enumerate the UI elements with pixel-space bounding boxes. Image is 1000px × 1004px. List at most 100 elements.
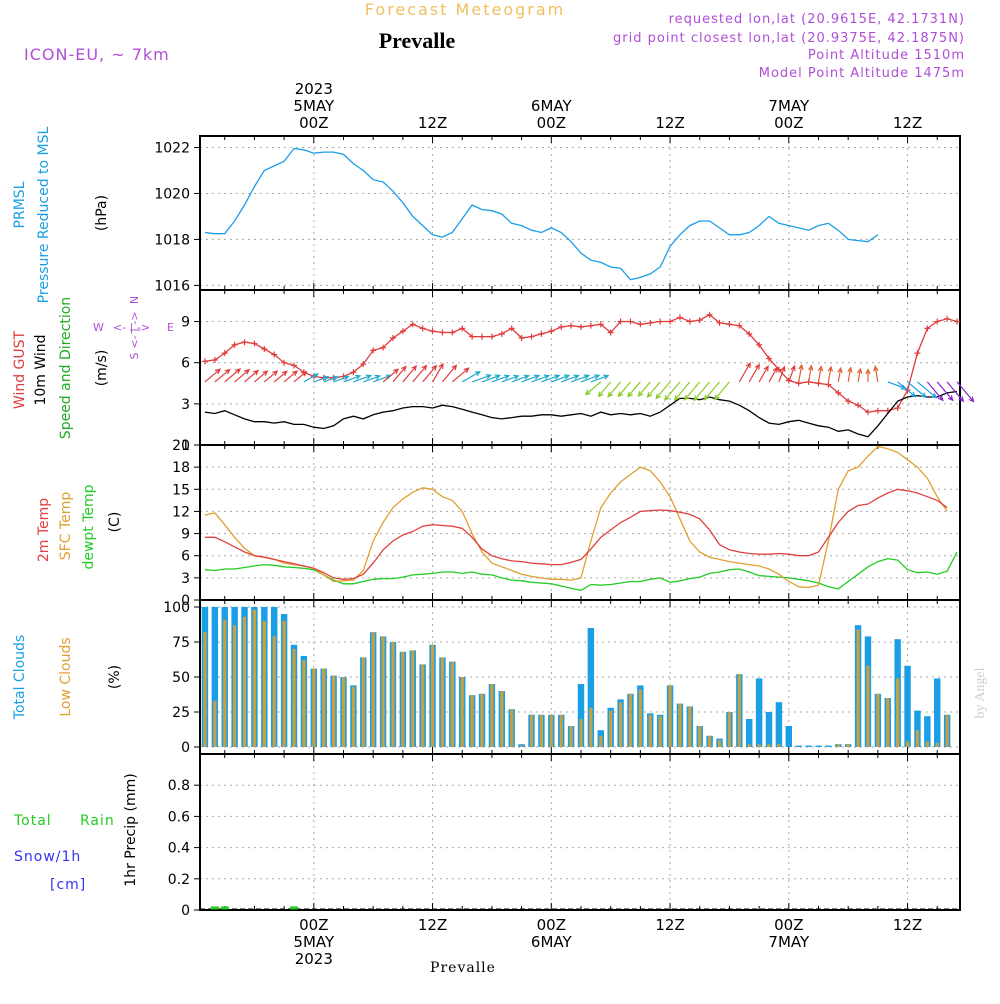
- y-tick-label: 0: [181, 438, 190, 454]
- watermark: by Angel: [973, 667, 988, 718]
- y-tick-label: 1016: [154, 278, 190, 294]
- time-label: 00Z: [537, 114, 566, 132]
- wind-arrow: [511, 374, 530, 383]
- gust-marker: [617, 318, 624, 325]
- gust-marker: [281, 359, 288, 366]
- wind-arrow: [580, 374, 601, 383]
- y-tick-label: 0: [181, 740, 190, 756]
- time-label: 2023: [295, 950, 333, 968]
- low-cloud-bar: [717, 740, 722, 747]
- wind-label: 10m Wind: [33, 334, 49, 405]
- total-cloud-bar: [805, 745, 812, 747]
- time-label: 2023: [295, 80, 333, 98]
- wind-arrow: [293, 370, 308, 383]
- gust-marker: [370, 347, 377, 354]
- gust-marker: [696, 317, 703, 324]
- wind-arrow: [521, 374, 541, 383]
- total-cloud-bar: [587, 628, 595, 747]
- gust-marker: [380, 344, 387, 351]
- gust-marker: [845, 398, 852, 405]
- wind-arrow: [837, 366, 843, 383]
- gust-marker: [736, 322, 743, 329]
- gust-marker: [211, 356, 218, 363]
- gust-marker: [548, 328, 555, 335]
- low-cloud-bar: [727, 712, 732, 747]
- low-cloud-bar: [450, 661, 454, 747]
- low-cloud-bar: [876, 693, 880, 747]
- low-cloud-bar: [351, 686, 355, 747]
- wind-arrow: [343, 374, 362, 383]
- time-label: 12Z: [893, 114, 922, 132]
- y-tick-label: 15: [172, 482, 190, 498]
- wind-arrow: [471, 374, 492, 383]
- time-label: 00Z: [299, 916, 328, 934]
- low-cloud-bar: [698, 726, 702, 747]
- dewpt-line: [204, 551, 958, 592]
- panel-precip: 0 0.2 0.4 0.6 0.8: [168, 753, 961, 919]
- low-cloud-bar: [886, 698, 890, 747]
- total-cloud-bar: [825, 745, 832, 747]
- wind-arrow: [768, 366, 778, 383]
- wind-arrow: [607, 381, 622, 398]
- compass-east: E: [167, 321, 174, 334]
- wind-arrow: [693, 381, 711, 402]
- low-cloud-bar: [381, 636, 385, 747]
- low-cloud-bar: [371, 632, 375, 747]
- temp-unit: (C): [107, 512, 123, 533]
- wind-arrow: [713, 381, 730, 401]
- pressure-unit: (hPa): [94, 195, 110, 231]
- panel-pressure: 1016 1018 1020 1022: [154, 135, 961, 294]
- rain-bar: [210, 906, 219, 910]
- gust-marker: [479, 333, 486, 340]
- y-tick-label: 18: [172, 460, 190, 476]
- gust-marker: [647, 319, 654, 326]
- wind-arrow: [560, 374, 580, 383]
- low-cloud-bar: [915, 730, 920, 747]
- time-label: 12Z: [655, 114, 684, 132]
- chart-title: Forecast Meteogram: [365, 0, 565, 19]
- gust-marker: [864, 409, 871, 416]
- wind-arrow: [412, 364, 428, 383]
- low-cloud-bar: [242, 616, 247, 747]
- gust-marker: [389, 335, 396, 342]
- gust-marker: [934, 318, 941, 325]
- wind-arrow: [541, 374, 561, 383]
- low-cloud-bar: [213, 700, 217, 747]
- t2m-line: [204, 488, 948, 580]
- gust-marker: [667, 318, 674, 325]
- y-tick-label: 6: [181, 549, 190, 565]
- time-label: 5MAY: [293, 933, 335, 951]
- rain-bar: [290, 906, 299, 910]
- total-cloud-bar: [577, 684, 585, 747]
- panel-wind: 0 3 6 9: [181, 289, 975, 454]
- precip-snow-label: Snow/1h: [14, 849, 81, 865]
- gust-marker: [944, 315, 951, 322]
- wind-arrow: [817, 365, 824, 383]
- total-cloud-bar: [914, 710, 921, 747]
- y-tick-label: 3: [181, 397, 190, 413]
- gust-marker: [756, 341, 763, 348]
- compass-arrows: <- | ->: [128, 311, 141, 348]
- wind-arrow: [865, 368, 871, 382]
- total-cloud-bar: [746, 719, 753, 747]
- time-label: 00Z: [299, 114, 328, 132]
- gust-marker: [409, 321, 416, 328]
- low-cloud-bar: [233, 625, 237, 747]
- wind-arrow: [303, 373, 320, 383]
- wind-arrow: [748, 363, 760, 383]
- gust-marker: [706, 311, 713, 318]
- gust-marker: [568, 322, 575, 329]
- low-cloud-bar: [292, 649, 296, 747]
- low-cloud-bar: [331, 675, 336, 747]
- wind-arrow: [224, 368, 242, 383]
- y-tick-label: 9: [181, 527, 190, 543]
- compass-west: W: [93, 321, 104, 334]
- time-label: 7MAY: [768, 97, 810, 115]
- wind-arrow: [363, 374, 382, 383]
- total-cloud-bar: [765, 712, 773, 747]
- wind-arrow: [788, 364, 796, 383]
- wind-arrow: [481, 374, 501, 383]
- total-cloud-bar: [795, 745, 802, 747]
- requested-coords: requested lon,lat (20.9615E, 42.1731N): [669, 12, 965, 27]
